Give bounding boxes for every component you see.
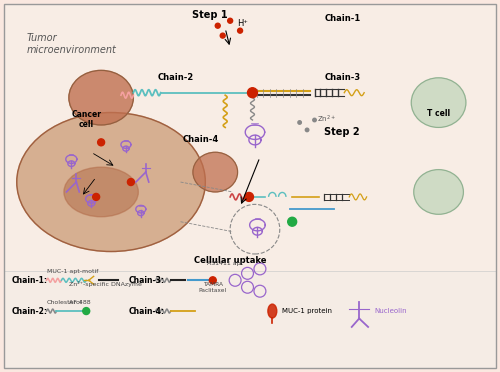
Text: T cell: T cell — [427, 109, 450, 118]
Text: H⁺: H⁺ — [238, 19, 248, 28]
Ellipse shape — [69, 70, 134, 125]
Circle shape — [238, 28, 242, 33]
Text: Nucleolin: Nucleolin — [374, 308, 406, 314]
Circle shape — [313, 118, 316, 122]
Text: Cellular uptake: Cellular uptake — [194, 256, 266, 266]
Text: Cancer
cell: Cancer cell — [71, 110, 101, 129]
Text: Chain-1: Chain-1 — [324, 14, 360, 23]
Text: Zn²⁺-specific DNAzyme: Zn²⁺-specific DNAzyme — [69, 281, 142, 287]
Ellipse shape — [193, 152, 238, 192]
Circle shape — [244, 192, 254, 201]
Circle shape — [288, 217, 296, 226]
Ellipse shape — [412, 78, 466, 128]
Text: Chain-4:: Chain-4: — [128, 307, 164, 315]
Circle shape — [128, 179, 134, 186]
Ellipse shape — [64, 167, 138, 217]
Circle shape — [228, 18, 232, 23]
Circle shape — [220, 33, 225, 38]
Text: Chain-3:: Chain-3: — [128, 276, 164, 285]
Text: Chain-2: Chain-2 — [158, 73, 194, 82]
Circle shape — [298, 121, 302, 124]
Text: Chain-1:: Chain-1: — [12, 276, 48, 285]
Circle shape — [92, 193, 100, 201]
Circle shape — [248, 88, 258, 98]
Text: Chain-2:: Chain-2: — [12, 307, 48, 315]
Text: MUC-1 apt-motif: MUC-1 apt-motif — [46, 269, 98, 274]
Bar — [4, 271, 496, 368]
Bar — [4, 4, 496, 271]
Text: AF 488: AF 488 — [69, 299, 90, 305]
Circle shape — [83, 308, 89, 315]
Ellipse shape — [414, 170, 464, 214]
Text: MUC-1 protein: MUC-1 protein — [282, 308, 333, 314]
Text: Cholesterol: Cholesterol — [46, 299, 82, 305]
Text: Step 1: Step 1 — [192, 10, 228, 20]
Circle shape — [98, 139, 104, 146]
Ellipse shape — [268, 304, 277, 318]
Text: Step 2: Step 2 — [324, 127, 360, 137]
Circle shape — [216, 23, 220, 28]
Text: TAMRA: TAMRA — [203, 282, 223, 287]
Text: Tumor
microenvironment: Tumor microenvironment — [26, 33, 117, 55]
Circle shape — [210, 277, 216, 284]
Text: Chain-3: Chain-3 — [324, 73, 360, 82]
Text: Zn$^{2+}$: Zn$^{2+}$ — [317, 114, 336, 125]
Text: Paclitaxel: Paclitaxel — [198, 288, 227, 293]
Circle shape — [306, 128, 309, 132]
Text: Chain-4: Chain-4 — [182, 135, 218, 144]
Text: AS1411 apt: AS1411 apt — [207, 262, 243, 266]
Ellipse shape — [17, 113, 206, 251]
